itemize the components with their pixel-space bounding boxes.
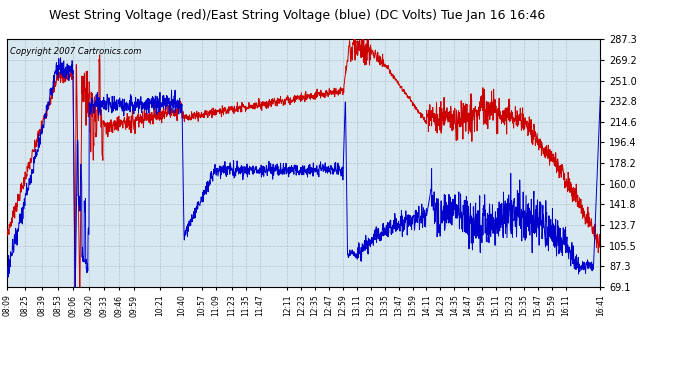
Text: West String Voltage (red)/East String Voltage (blue) (DC Volts) Tue Jan 16 16:46: West String Voltage (red)/East String Vo… <box>48 9 545 22</box>
Text: Copyright 2007 Cartronics.com: Copyright 2007 Cartronics.com <box>10 47 141 56</box>
